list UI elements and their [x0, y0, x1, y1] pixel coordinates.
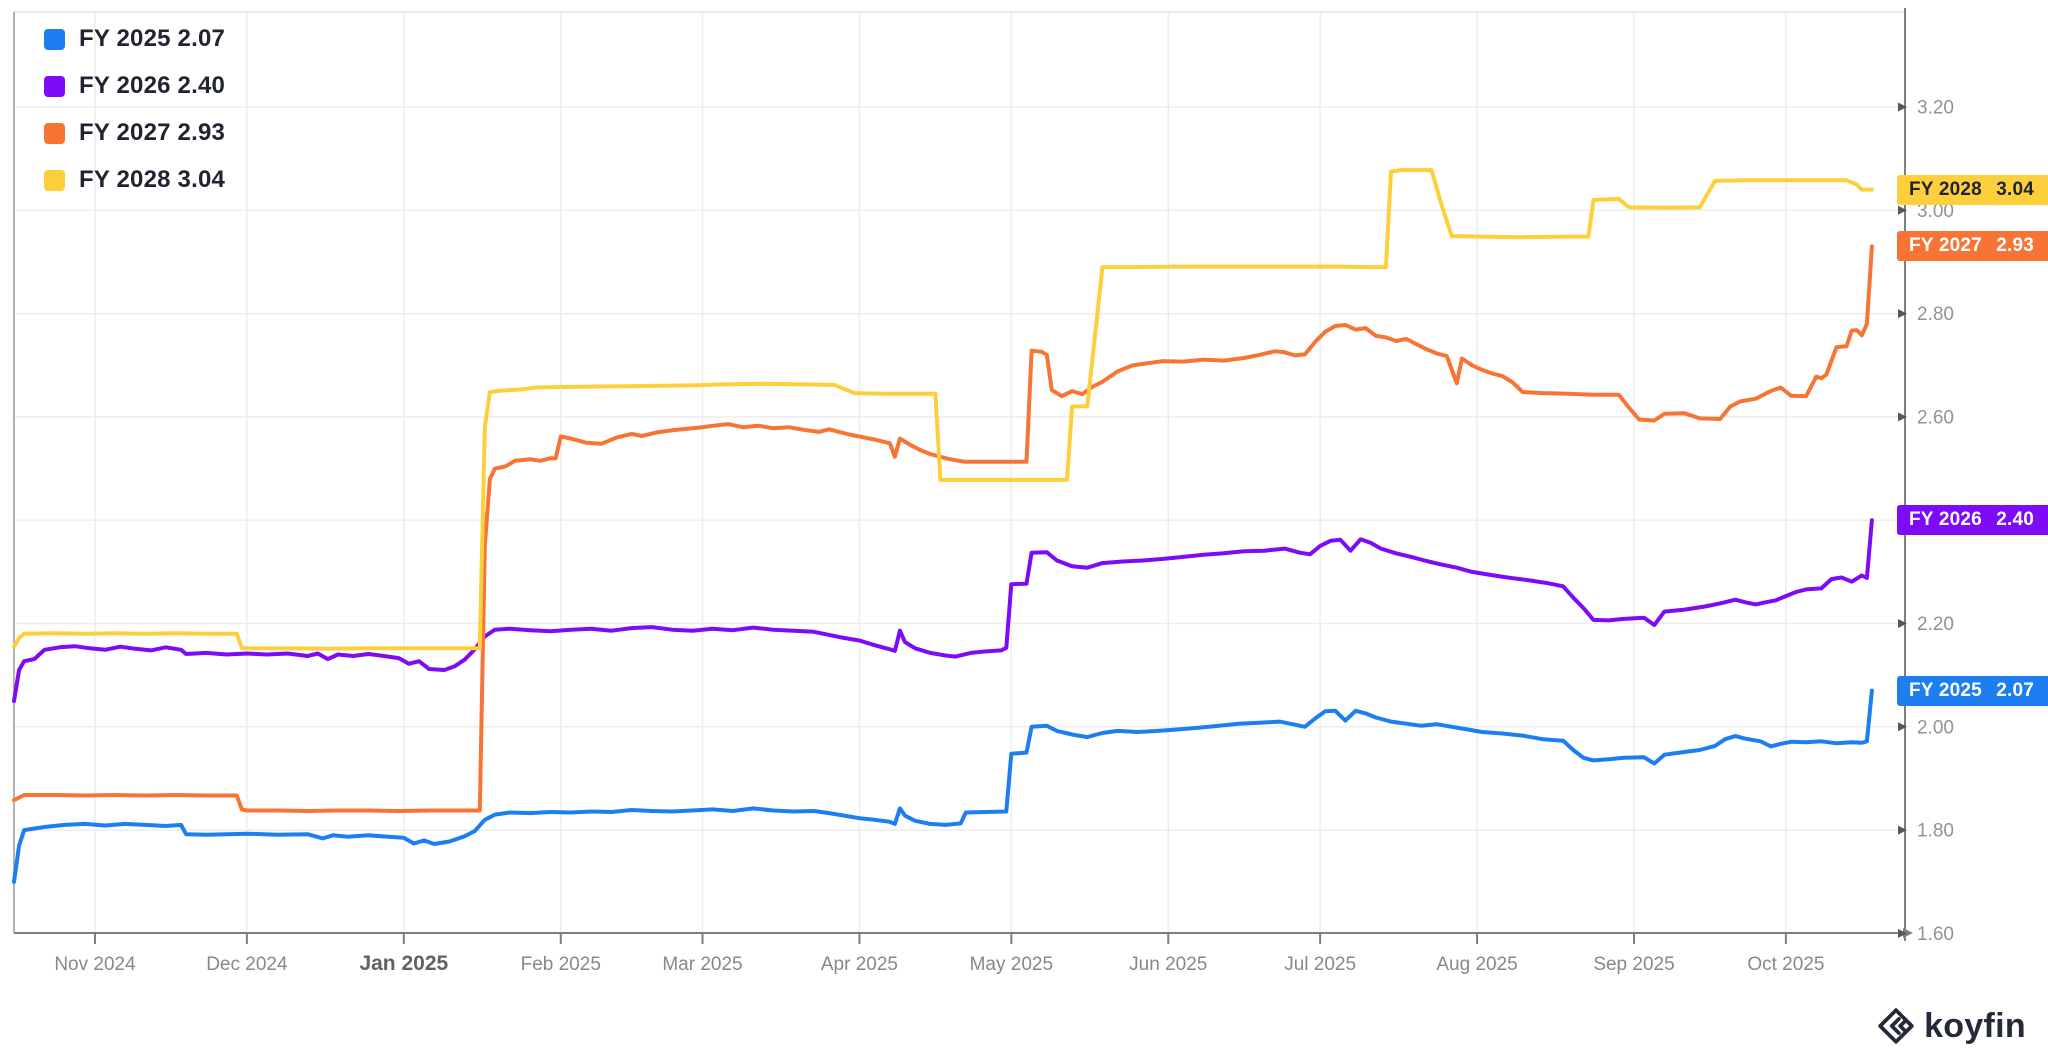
value-badge-fy-2028: FY 2028 3.04	[1897, 175, 2048, 205]
legend-swatch-icon	[44, 169, 65, 191]
x-tick-label: Jun 2025	[1129, 954, 1207, 975]
y-tick-label: 2.80	[1917, 304, 1954, 325]
value-badge-fy-2026: FY 2026 2.40	[1897, 505, 2048, 535]
badge-series-label: FY 2027	[1909, 235, 1982, 256]
y-tick-arrow	[1898, 619, 1907, 628]
x-tick-label: Oct 2025	[1747, 954, 1824, 975]
chart-legend: FY 2025 2.07 FY 2026 2.40 FY 2027 2.93 FY 2…	[44, 22, 225, 197]
legend-item-fy-2028-3.04[interactable]: FY 2028 3.04	[44, 163, 225, 197]
legend-swatch-icon	[44, 75, 65, 97]
x-tick-label: Apr 2025	[821, 954, 898, 975]
badge-value: 3.04	[1996, 179, 2034, 200]
badge-series-label: FY 2025	[1909, 680, 1982, 701]
value-badge-fy-2025: FY 2025 2.07	[1897, 676, 2048, 706]
y-tick-arrow	[1898, 722, 1907, 732]
badge-value: 2.07	[1996, 680, 2034, 701]
y-tick-arrow	[1898, 102, 1907, 112]
y-tick-arrow	[1898, 928, 1907, 938]
x-tick-label: May 2025	[970, 954, 1053, 975]
y-tick-label: 1.60	[1917, 924, 1954, 945]
legend-swatch-icon	[44, 122, 65, 144]
x-tick-label: Sep 2025	[1593, 954, 1674, 975]
y-tick-label: 3.00	[1917, 201, 1954, 222]
y-tick-label: 2.00	[1917, 717, 1954, 738]
legend-item-fy-2025-2.07[interactable]: FY 2025 2.07	[44, 22, 225, 56]
value-badge-fy-2027: FY 2027 2.93	[1897, 231, 2048, 261]
badge-series-label: FY 2028	[1909, 179, 1982, 200]
series-line-fy-2028	[12, 168, 1874, 651]
y-tick-arrow	[1898, 205, 1907, 215]
series-line-fy-2027	[12, 244, 1874, 813]
x-tick-label: Mar 2025	[662, 954, 742, 975]
y-tick-label: 2.20	[1917, 614, 1954, 635]
legend-item-fy-2027-2.93[interactable]: FY 2027 2.93	[44, 116, 225, 150]
badge-value: 2.40	[1996, 509, 2034, 530]
legend-label: FY 2027 2.93	[79, 119, 226, 146]
x-tick-label: Aug 2025	[1436, 954, 1517, 975]
legend-label: FY 2025 2.07	[79, 25, 226, 52]
y-tick-label: 1.80	[1917, 821, 1954, 842]
x-tick-label: Nov 2024	[54, 954, 136, 975]
y-tick-arrow	[1898, 309, 1907, 319]
x-tick-label: Dec 2024	[206, 954, 288, 975]
koyfin-logo-icon	[1878, 1008, 1914, 1044]
legend-label: FY 2026 2.40	[79, 72, 226, 99]
series-line-fy-2026	[12, 518, 1874, 703]
badge-value: 2.93	[1996, 235, 2034, 256]
legend-label: FY 2028 3.04	[79, 166, 226, 193]
y-tick-arrow	[1898, 825, 1907, 835]
badge-series-label: FY 2026	[1909, 509, 1982, 530]
x-axis-arrow	[1903, 928, 1913, 938]
legend-swatch-icon	[44, 28, 65, 50]
y-tick-arrow	[1898, 412, 1907, 422]
series-line-fy-2025	[12, 688, 1874, 884]
x-tick-label: Jan 2025	[359, 952, 448, 975]
y-tick-label: 2.60	[1917, 407, 1954, 428]
koyfin-watermark: koyfin	[1876, 1006, 2026, 1046]
koyfin-watermark-text: koyfin	[1924, 1006, 2026, 1045]
y-tick-label: 3.20	[1917, 98, 1954, 119]
x-tick-label: Feb 2025	[521, 954, 601, 975]
legend-item-fy-2026-2.40[interactable]: FY 2026 2.40	[44, 69, 225, 103]
x-tick-label: Jul 2025	[1284, 954, 1356, 975]
